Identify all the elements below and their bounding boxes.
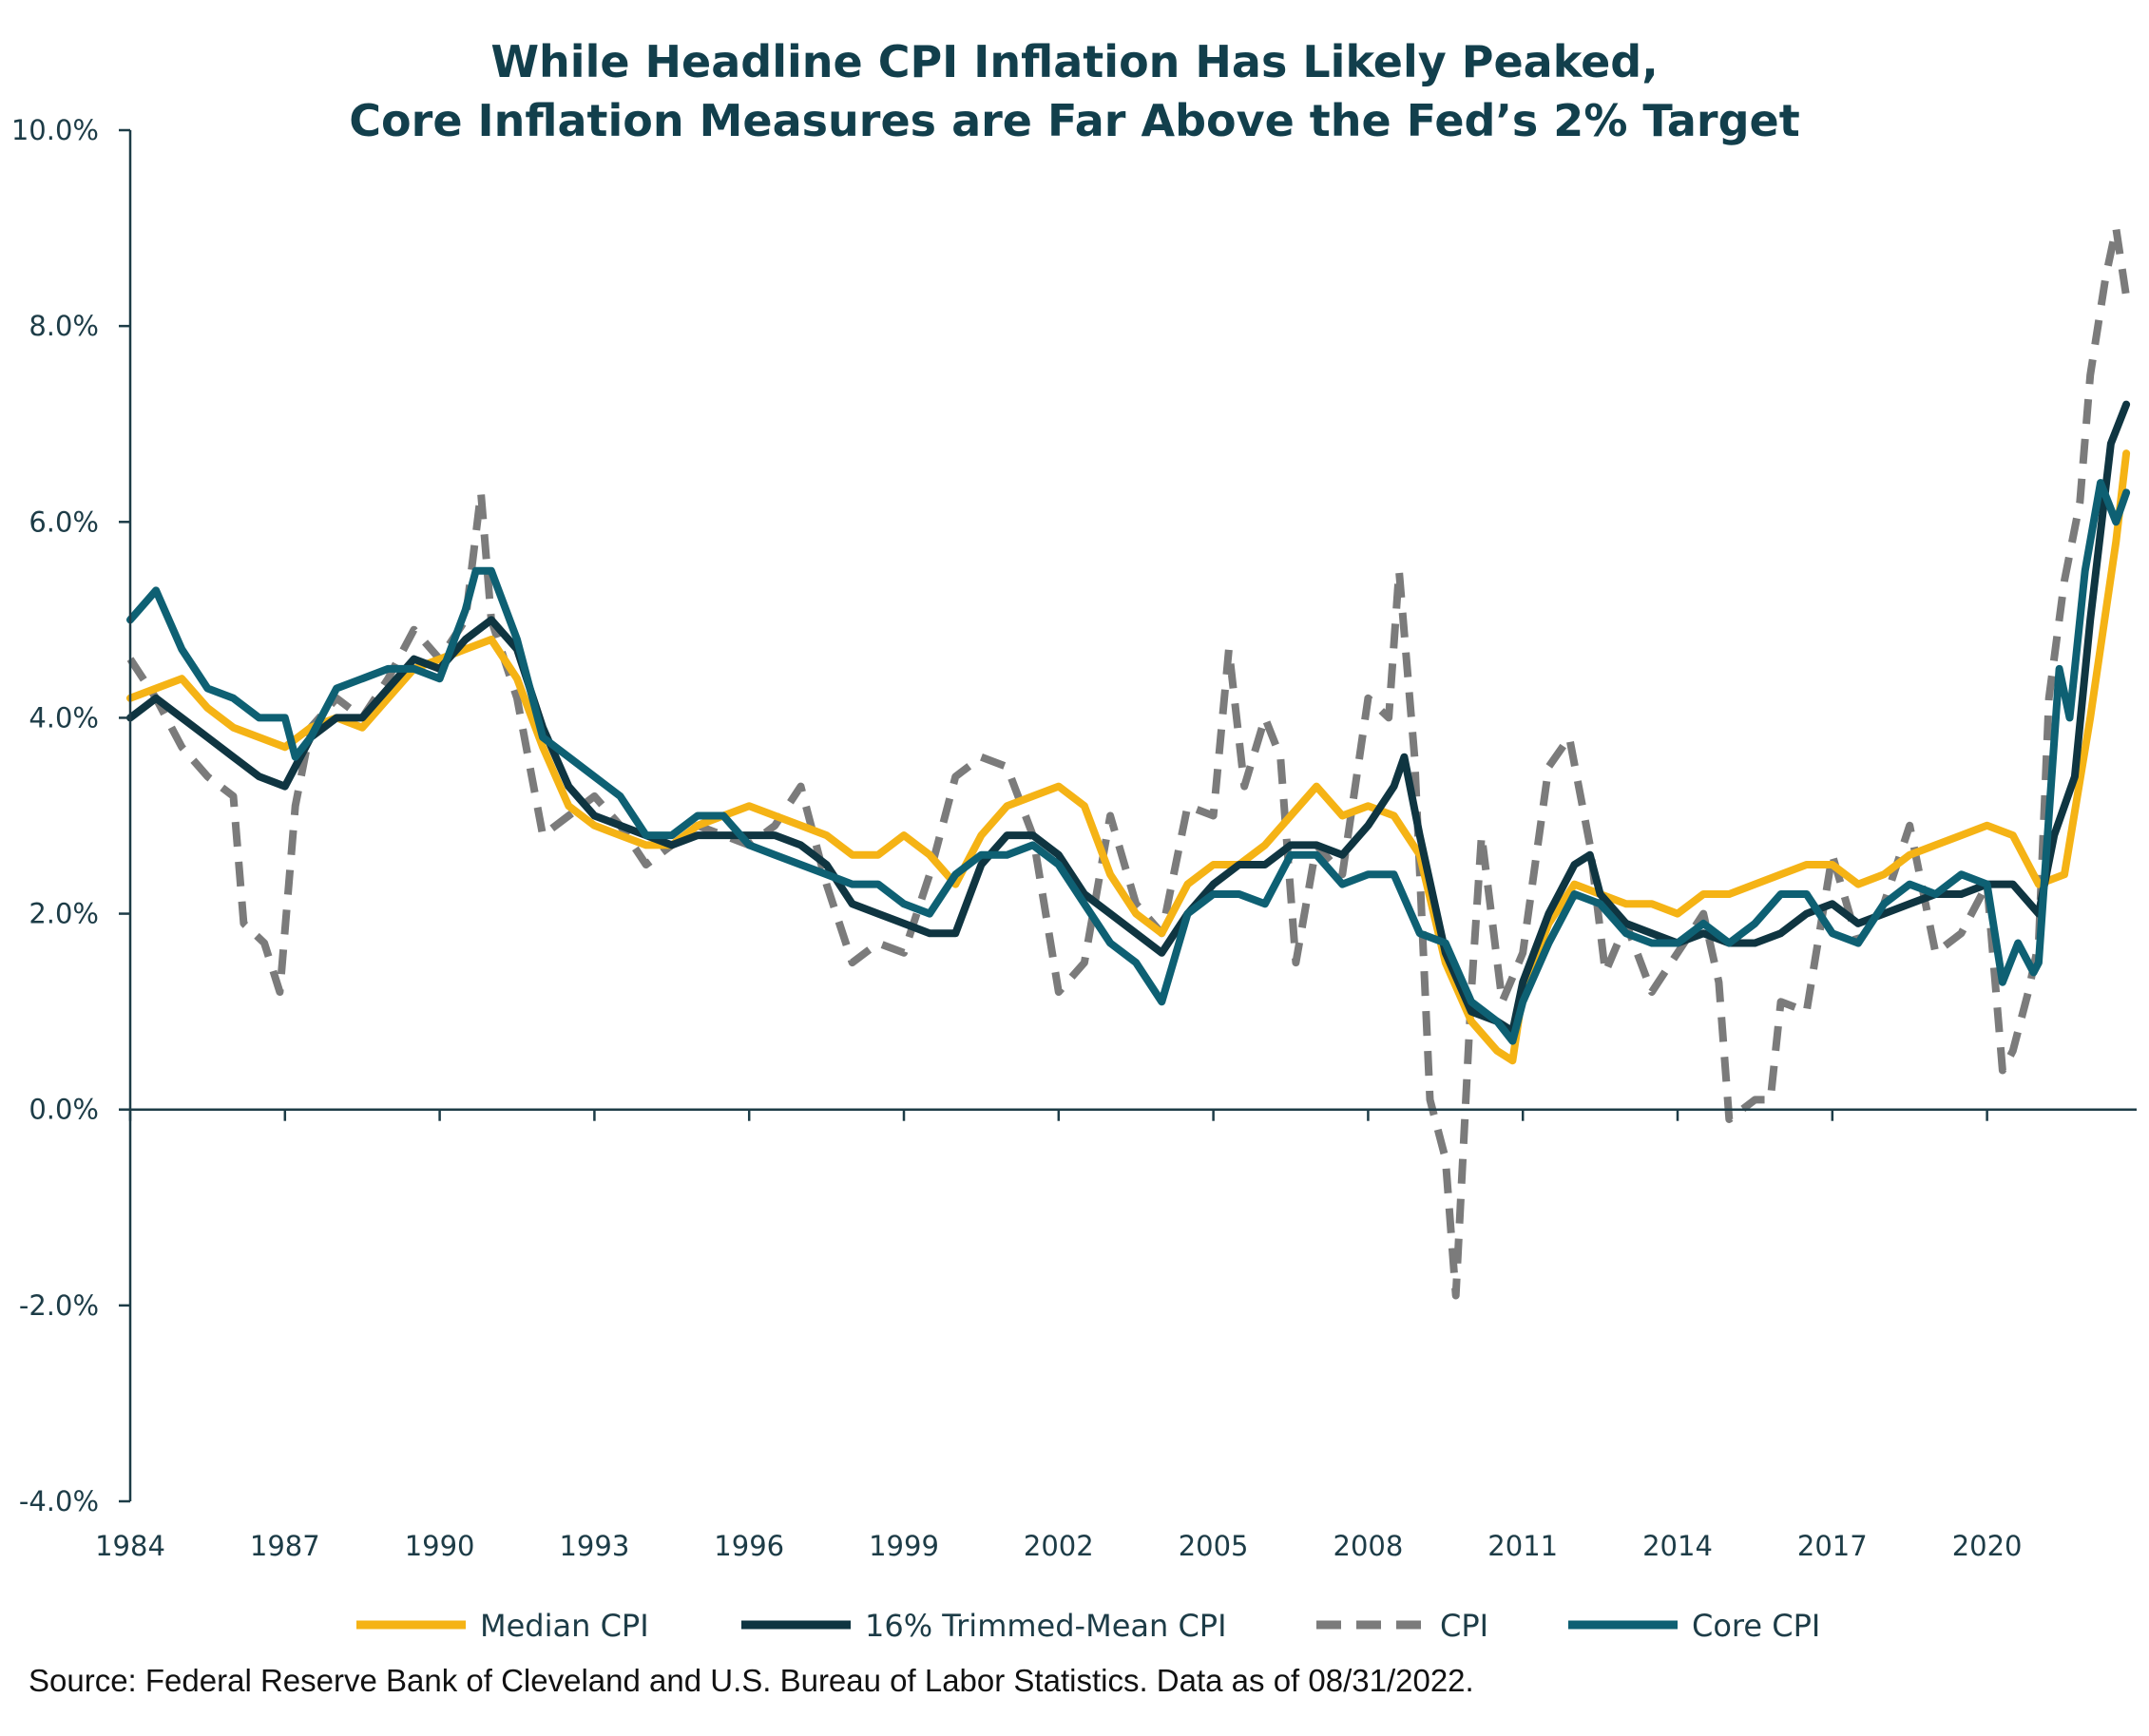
x-tick-label: 2017 xyxy=(1797,1530,1868,1562)
chart-title: While Headline CPI Inflation Has Likely … xyxy=(0,32,2149,150)
x-tick-label: 1987 xyxy=(250,1530,320,1562)
legend-label: Median CPI xyxy=(480,1608,649,1644)
x-tick-label: 1999 xyxy=(869,1530,939,1562)
y-tick-label: 6.0% xyxy=(29,506,99,538)
series-line-core-cpi xyxy=(126,479,2131,1045)
chart-title-line-2: Core Inflation Measures are Far Above th… xyxy=(349,95,1800,146)
x-tick-label: 1984 xyxy=(95,1530,165,1562)
x-tick-label: 1993 xyxy=(559,1530,629,1562)
x-tick-label: 2014 xyxy=(1642,1530,1713,1562)
y-tick-label: -4.0% xyxy=(19,1485,99,1517)
y-tick-label: 0.0% xyxy=(29,1094,99,1126)
y-tick-label: -2.0% xyxy=(19,1289,99,1322)
x-tick-label: 2008 xyxy=(1334,1530,1404,1562)
source-note: Source: Federal Reserve Bank of Clevelan… xyxy=(29,1663,1474,1698)
series-line-cpi xyxy=(126,224,2131,1300)
x-tick-label: 2002 xyxy=(1024,1530,1094,1562)
series-line-median-cpi xyxy=(126,449,2131,1065)
y-tick-label: 8.0% xyxy=(29,310,99,342)
y-tick-label: 2.0% xyxy=(29,898,99,930)
x-tick-label: 2020 xyxy=(1952,1530,2023,1562)
x-tick-label: 2011 xyxy=(1487,1530,1558,1562)
legend-label: CPI xyxy=(1440,1608,1488,1644)
series-layer xyxy=(126,224,2131,1300)
chart-title-line-1: While Headline CPI Inflation Has Likely … xyxy=(490,36,1659,87)
x-tick-label: 1996 xyxy=(714,1530,784,1562)
legend: Median CPI 16% Trimmed-Mean CPI CPI Core CP… xyxy=(356,1608,1820,1644)
legend-label: Core CPI xyxy=(1692,1608,1820,1644)
series-line-16-trimmed-mean-cpi xyxy=(126,400,2131,1036)
x-tick-label: 1990 xyxy=(405,1530,475,1562)
y-tick-label: 4.0% xyxy=(29,701,99,734)
y-tick-label: 10.0% xyxy=(11,114,99,146)
legend-label: 16% Trimmed-Mean CPI xyxy=(865,1608,1227,1644)
axes-layer: -4.0% -2.0% 0.0% 2.0% 4.0% 6.0% 8.0% 10.0% 1984 1… xyxy=(11,114,2137,1562)
x-tick-label: 2005 xyxy=(1179,1530,1249,1562)
